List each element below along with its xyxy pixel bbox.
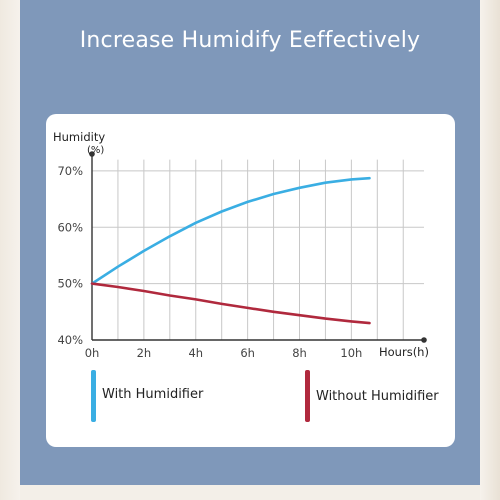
legend-swatch-without-humidifier <box>305 370 310 422</box>
y-tick-label: 70% <box>57 164 83 178</box>
y-tick-label: 50% <box>57 277 83 291</box>
series-line-without-humidifier <box>90 282 371 325</box>
chart-card: 40% 50% 60% 70% 0h 2h 4h 6h 8h 10h Humidity (%) H… <box>46 114 455 447</box>
x-tick-label: 0h <box>85 346 100 360</box>
humidity-line-chart: 40% 50% 60% 70% 0h 2h 4h 6h 8h 10h Humidity (%) H… <box>53 130 429 360</box>
left-background-edge <box>0 0 20 500</box>
blue-panel: Increase Humidify Eeffectively 40% 50% 60%… <box>20 0 480 485</box>
chart-tick-labels: 40% 50% 60% 70% 0h 2h 4h 6h 8h 10h <box>57 164 362 360</box>
x-axis-end-dot <box>421 337 427 343</box>
x-tick-label: 10h <box>340 346 362 360</box>
legend-label-without-humidifier: Without Humidifier <box>316 389 439 404</box>
legend-label-with-humidifier: With Humidifier <box>102 387 204 402</box>
y-tick-label: 40% <box>57 333 83 347</box>
series-line-with-humidifier <box>90 176 371 285</box>
y-axis-title: Humidity <box>53 130 105 144</box>
x-axis-title: Hours(h) <box>379 345 429 359</box>
chart-series <box>90 176 371 325</box>
y-tick-label: 60% <box>57 220 83 234</box>
x-tick-label: 6h <box>240 346 255 360</box>
x-tick-label: 4h <box>188 346 203 360</box>
legend-swatch-with-humidifier <box>91 370 96 422</box>
page-title: Increase Humidify Eeffectively <box>79 28 421 53</box>
y-axis-unit: (%) <box>87 145 104 156</box>
y-axis-end-dot <box>89 151 95 157</box>
chart-grid <box>92 159 424 340</box>
right-background-edge <box>480 0 500 500</box>
chart-axes <box>89 151 427 343</box>
x-tick-label: 8h <box>292 346 307 360</box>
x-tick-label: 2h <box>137 346 152 360</box>
